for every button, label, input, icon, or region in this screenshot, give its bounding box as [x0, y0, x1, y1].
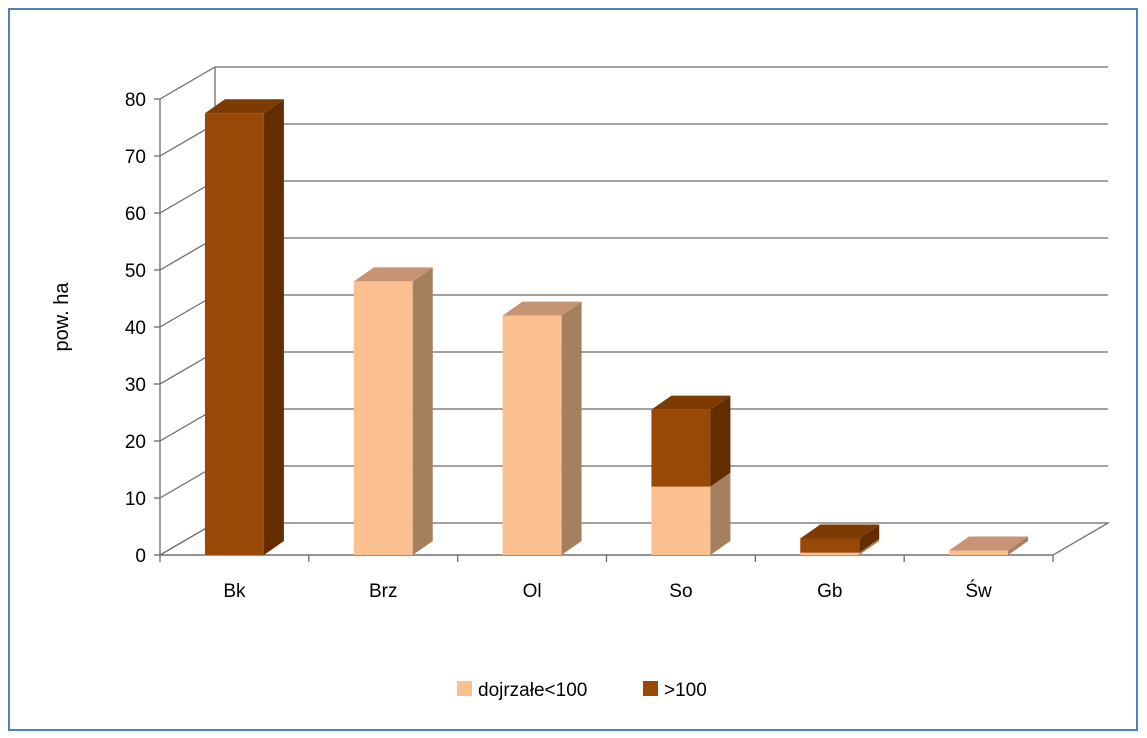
gridlines	[157, 66, 1111, 556]
bar-So-1	[651, 395, 731, 487]
bar-Bk-1	[204, 99, 284, 555]
bar-front	[800, 552, 860, 555]
y-tick-label-40: 40	[125, 318, 146, 339]
bar-Gb-0	[800, 538, 880, 555]
bar-So-0	[651, 472, 731, 555]
x-tick-label-4: Gb	[817, 581, 842, 602]
legend-swatch-1	[643, 681, 658, 696]
bar-top	[502, 301, 582, 316]
bar-side	[710, 472, 731, 555]
y-tick-label-10: 10	[125, 489, 146, 510]
bar-front	[353, 281, 413, 555]
y-tick-label-0: 0	[135, 546, 146, 567]
gridline-wall-80	[159, 66, 216, 100]
bar-side	[561, 301, 582, 555]
bar-side	[412, 267, 433, 555]
bar-front	[502, 315, 562, 555]
bar-top	[353, 267, 433, 282]
bar-front	[651, 409, 711, 487]
bar-side	[859, 524, 880, 553]
bar-side	[1008, 536, 1029, 555]
legend-label-1: >100	[664, 680, 707, 701]
bar-front	[800, 538, 860, 553]
y-tick-label-20: 20	[125, 432, 146, 453]
chart-area: 0 10 20 30 40 50 60 70 80 Bk Brz Ol So Gb Św pow. ha d…	[51, 66, 1111, 701]
bar-side	[263, 99, 284, 555]
y-tick-label-60: 60	[125, 204, 146, 225]
y-tick-label-70: 70	[125, 147, 146, 168]
y-axis-title: pow. ha	[51, 282, 73, 352]
legend-label-0: dojrzałe<100	[478, 680, 587, 701]
y-tick-label-30: 30	[125, 375, 146, 396]
legend-swatch-0	[457, 681, 472, 696]
bar-front	[949, 550, 1009, 555]
x-tick-label-2: Ol	[523, 581, 542, 602]
bar-Św-0	[949, 536, 1029, 555]
x-tick-label-0: Bk	[223, 581, 246, 602]
bar-top	[949, 536, 1029, 551]
chart-frame: 0 10 20 30 40 50 60 70 80 Bk Brz Ol So Gb Św pow. ha d…	[8, 8, 1138, 731]
x-tick-label-1: Brz	[369, 581, 398, 602]
bar-top	[204, 99, 284, 114]
bar-Gb-1	[800, 524, 880, 553]
legend: dojrzałe<100 >100	[457, 680, 707, 701]
bar-Brz-0	[353, 267, 433, 555]
axes	[154, 98, 1054, 562]
x-tick-label-3: So	[669, 581, 692, 602]
y-tick-label-50: 50	[125, 261, 146, 282]
bar-side	[710, 395, 731, 487]
bar-front	[651, 486, 711, 555]
bar-top	[651, 395, 731, 410]
bar-Ol-0	[502, 301, 582, 555]
bars	[204, 99, 1029, 555]
x-tick-label-5: Św	[965, 580, 992, 602]
y-tick-label-80: 80	[125, 90, 146, 111]
bar-front	[204, 113, 264, 555]
bar-side	[859, 538, 880, 555]
bar-top	[800, 524, 880, 539]
tick-labels: 0 10 20 30 40 50 60 70 80 Bk Brz Ol So Gb Św	[125, 90, 992, 602]
